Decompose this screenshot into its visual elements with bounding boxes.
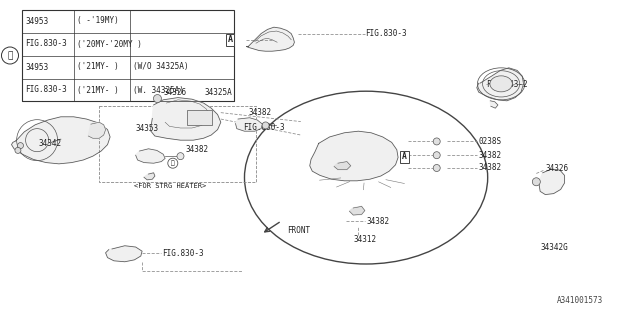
Circle shape <box>17 143 24 148</box>
Text: ①: ① <box>7 51 13 60</box>
Polygon shape <box>539 169 564 195</box>
Text: A: A <box>227 36 232 44</box>
Text: ('21MY- ): ('21MY- ) <box>77 85 118 94</box>
Text: A: A <box>402 152 407 161</box>
Text: 34312: 34312 <box>354 235 377 244</box>
Text: 34382: 34382 <box>366 217 389 226</box>
Polygon shape <box>490 101 498 108</box>
Text: 34342: 34342 <box>38 139 61 148</box>
Text: ('20MY-'20MY ): ('20MY-'20MY ) <box>77 39 141 49</box>
Circle shape <box>15 148 21 153</box>
Polygon shape <box>334 162 351 170</box>
Text: <FOR STRG HEATER>: <FOR STRG HEATER> <box>134 183 207 188</box>
Text: FIG.830-3: FIG.830-3 <box>163 249 204 258</box>
Polygon shape <box>150 98 221 140</box>
Text: ( -'19MY): ( -'19MY) <box>77 17 118 26</box>
Text: ①: ① <box>171 160 175 166</box>
Circle shape <box>532 178 540 186</box>
Circle shape <box>168 158 178 168</box>
Text: 34382: 34382 <box>479 151 502 160</box>
Text: 34326: 34326 <box>163 88 186 97</box>
Text: 34382: 34382 <box>479 164 502 172</box>
Polygon shape <box>236 118 262 131</box>
Polygon shape <box>246 27 294 51</box>
Circle shape <box>154 94 161 102</box>
Ellipse shape <box>490 76 513 92</box>
Circle shape <box>433 152 440 159</box>
Text: 34353: 34353 <box>136 124 159 133</box>
Text: FIG.343-2: FIG.343-2 <box>486 80 528 89</box>
Polygon shape <box>349 206 365 215</box>
Bar <box>187 110 212 125</box>
Circle shape <box>177 153 184 160</box>
Circle shape <box>433 138 440 145</box>
Text: A341001573: A341001573 <box>557 296 603 305</box>
Circle shape <box>1 47 19 64</box>
Polygon shape <box>88 122 106 138</box>
Polygon shape <box>144 173 155 180</box>
Text: 34326: 34326 <box>545 164 568 173</box>
Polygon shape <box>12 117 110 164</box>
Text: 34953: 34953 <box>25 62 48 71</box>
Polygon shape <box>477 68 524 101</box>
Polygon shape <box>136 149 165 163</box>
Circle shape <box>433 164 440 172</box>
Text: 34382: 34382 <box>248 108 271 117</box>
Text: FRONT: FRONT <box>287 226 311 235</box>
Bar <box>22 10 234 101</box>
Text: FIG.830-3: FIG.830-3 <box>365 29 406 38</box>
Text: ('21MY- ): ('21MY- ) <box>77 62 118 71</box>
Text: 34342G: 34342G <box>541 244 568 252</box>
Text: 0238S: 0238S <box>479 137 502 146</box>
Text: FIG.830-3: FIG.830-3 <box>243 124 285 132</box>
Text: FIG.830-3: FIG.830-3 <box>25 85 67 94</box>
Text: 34325A: 34325A <box>205 88 232 97</box>
Text: FIG.830-3: FIG.830-3 <box>25 39 67 49</box>
Text: 34382: 34382 <box>186 145 209 154</box>
Text: (W. 34325A): (W. 34325A) <box>133 85 184 94</box>
Polygon shape <box>310 131 398 181</box>
Circle shape <box>262 122 269 129</box>
Text: (W/O 34325A): (W/O 34325A) <box>133 62 189 71</box>
Bar <box>99 106 256 182</box>
Polygon shape <box>106 246 142 262</box>
Text: 34953: 34953 <box>25 17 48 26</box>
